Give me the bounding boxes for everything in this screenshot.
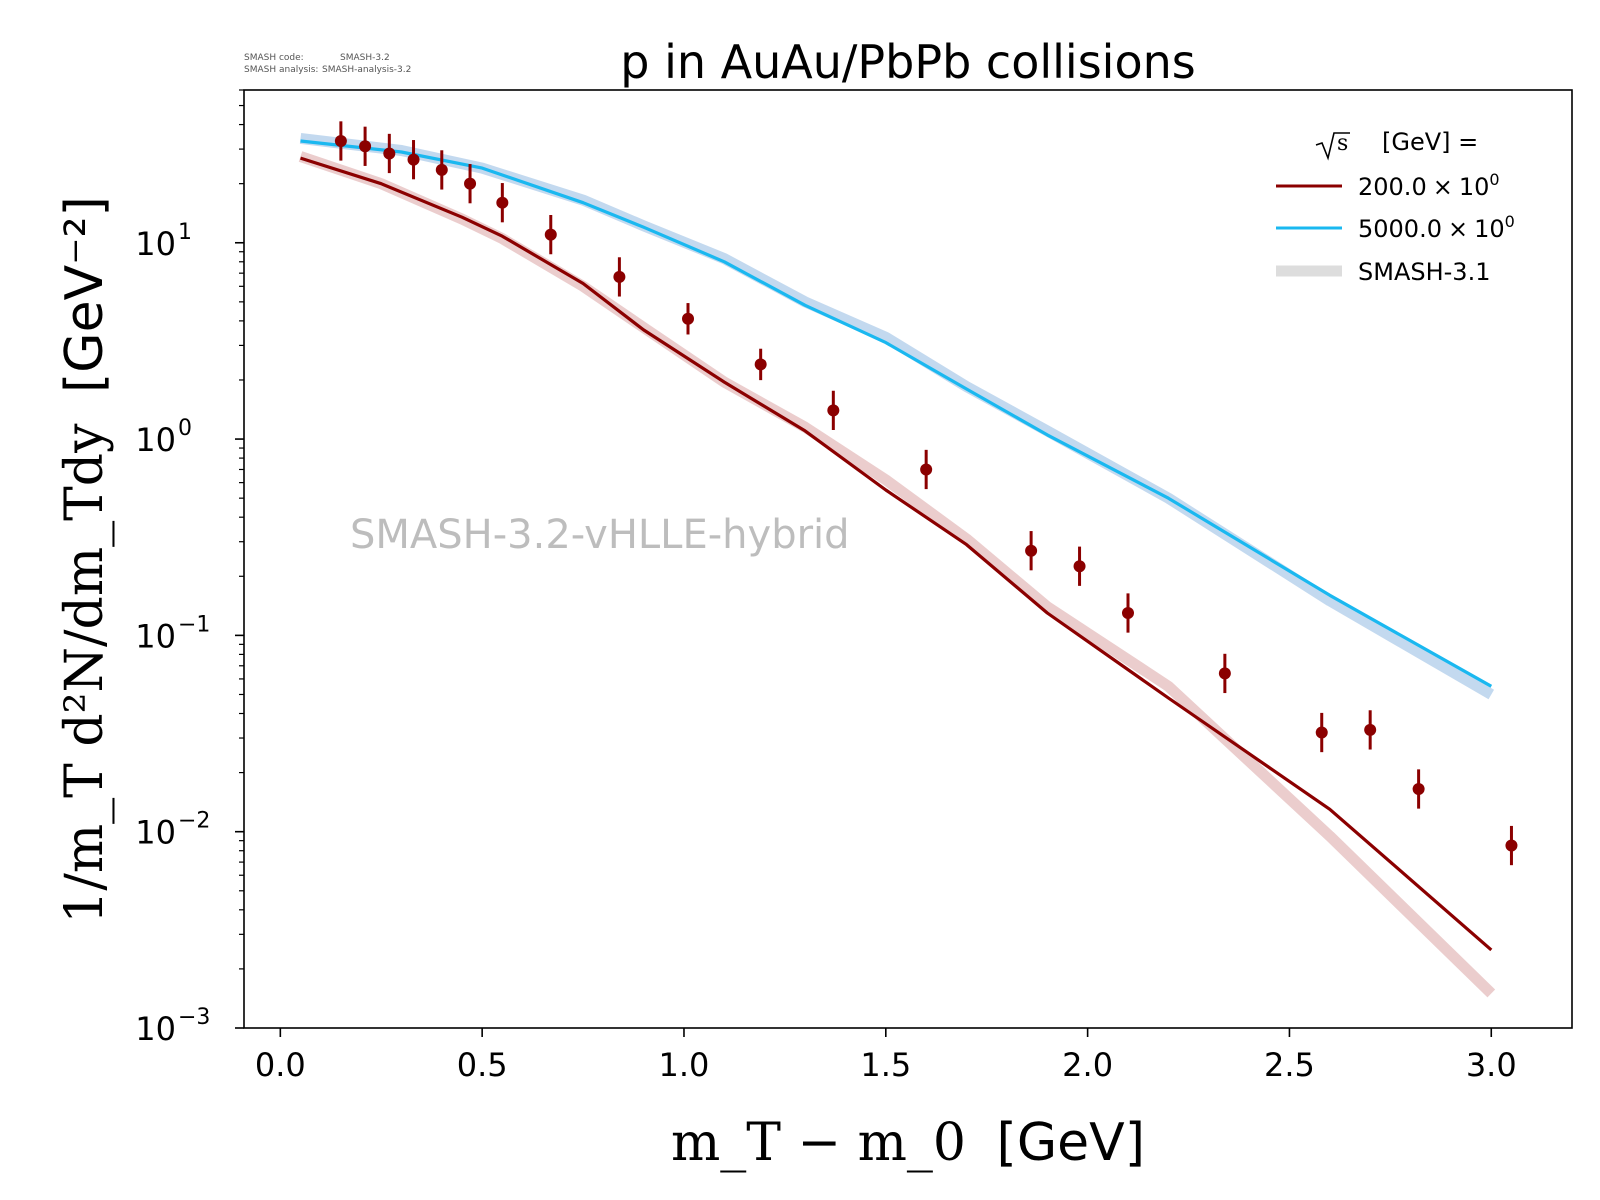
y-tick-exponent: 0 — [178, 416, 192, 441]
chart-title: p in AuAu/PbPb collisions — [620, 35, 1195, 89]
y-tick-exponent: −3 — [178, 1005, 210, 1030]
legend-label-smash31: SMASH-3.1 — [1358, 258, 1490, 286]
y-tick-label: 10 — [135, 617, 176, 655]
data-point — [1315, 726, 1328, 739]
data-point — [1364, 723, 1377, 736]
data-point — [920, 463, 933, 476]
data-points — [334, 121, 1518, 866]
data-point — [1505, 839, 1518, 852]
y-axis-label-unit: [GeV⁻²] — [55, 196, 115, 393]
x-axis-label-unit: [GeV] — [997, 1113, 1145, 1173]
data-point — [334, 134, 347, 147]
legend-exp-5000: 0 — [1505, 212, 1515, 231]
data-point — [496, 196, 509, 209]
legend-title-unit: [GeV] = — [1382, 128, 1478, 156]
data-point — [1025, 544, 1038, 557]
x-axis-ticks: 0.0 0.5 1.0 1.5 2.0 2.5 3.0 — [255, 1028, 1517, 1084]
x-tick-label: 2.0 — [1062, 1046, 1113, 1084]
legend-entry-200: 200.0 × 100 — [1358, 170, 1500, 201]
x-tick-label: 1.0 — [659, 1046, 710, 1084]
data-point — [544, 228, 557, 241]
y-tick-exponent: −2 — [178, 809, 210, 834]
legend: s [GeV] = 200.0 × 100 5000.0 × 100 SMASH-3.1 — [1276, 128, 1515, 286]
series-lines — [300, 139, 1493, 952]
x-tick-label: 2.5 — [1264, 1046, 1315, 1084]
x-axis-label-main: m_T − m_0 — [671, 1113, 966, 1173]
data-point — [1073, 560, 1086, 573]
legend-sqrt-s: s — [1337, 131, 1348, 156]
meta-analysis-value: SMASH-analysis-3.2 — [322, 65, 411, 75]
legend-entry-5000: 5000.0 × 100 — [1358, 212, 1515, 243]
x-tick-label: 0.0 — [255, 1046, 306, 1084]
meta-analysis-label: SMASH analysis: — [244, 65, 318, 75]
data-point — [1121, 607, 1134, 620]
data-point — [407, 153, 420, 166]
legend-label-200: 200.0 — [1358, 173, 1427, 201]
plot-frame — [243, 89, 1573, 1029]
sqrt-icon — [1315, 132, 1350, 161]
y-tick-exponent: −1 — [178, 612, 210, 637]
x-tick-label: 0.5 — [457, 1046, 508, 1084]
data-point — [613, 270, 626, 283]
meta-code-value: SMASH-3.2 — [340, 53, 390, 63]
y-tick-label: 10 — [135, 421, 176, 459]
data-point — [754, 358, 767, 371]
series-line-200.0 — [300, 156, 1493, 952]
reference-band-200.0 — [298, 151, 1496, 998]
data-point — [464, 177, 477, 190]
data-point — [359, 140, 372, 153]
data-point — [827, 404, 840, 417]
y-tick-label: 10 — [135, 225, 176, 263]
y-tick-label: 10 — [135, 814, 176, 852]
watermark: SMASH-3.2-vHLLE-hybrid — [350, 512, 850, 558]
meta-code-label: SMASH code: — [244, 53, 304, 63]
legend-exp-200: 0 — [1489, 170, 1499, 189]
series-line-5000.0 — [300, 139, 1493, 688]
y-tick-label: 10 — [135, 1010, 176, 1048]
legend-title: s [GeV] = — [1315, 128, 1478, 161]
data-point — [383, 147, 396, 160]
data-point — [1218, 667, 1231, 680]
data-point — [682, 312, 695, 325]
data-point — [435, 163, 448, 176]
legend-label-5000: 5000.0 — [1358, 215, 1442, 243]
data-point — [1412, 782, 1425, 795]
x-tick-label: 1.5 — [860, 1046, 911, 1084]
y-tick-exponent: 1 — [178, 220, 192, 245]
x-tick-label: 3.0 — [1466, 1046, 1517, 1084]
x-axis-label: m_T − m_0 [GeV] — [671, 1113, 1145, 1173]
y-axis-label: 1/m_T d²N/dm_Tdy [GeV⁻²] — [55, 196, 115, 924]
y-axis-label-main: 1/m_T d²N/dm_Tdy — [55, 423, 115, 924]
